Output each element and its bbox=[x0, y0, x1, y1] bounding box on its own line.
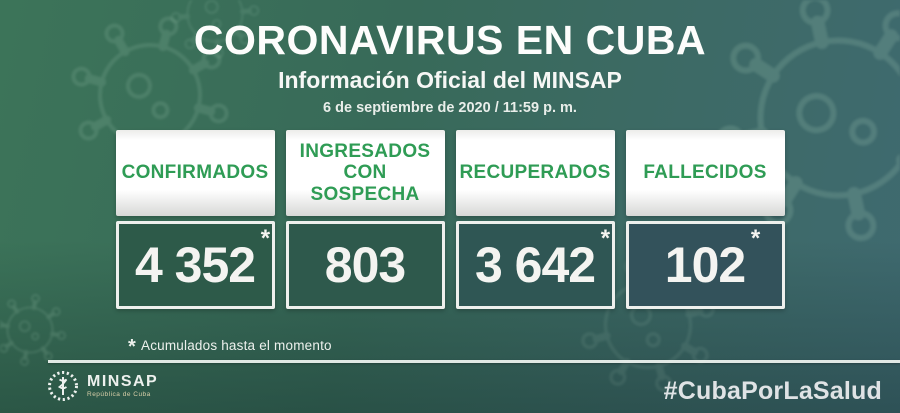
stat-value: 4 352 bbox=[134, 237, 256, 293]
stat-card-fallecidos: FALLECIDOS 102 * bbox=[625, 130, 785, 309]
stat-label: FALLECIDOS bbox=[625, 130, 785, 216]
stat-value: 102 bbox=[664, 237, 746, 293]
stats-row: CONFIRMADOS 4 352 * INGRESADOS CON SOSPE… bbox=[0, 130, 900, 309]
stat-card-confirmados: CONFIRMADOS 4 352 * bbox=[115, 130, 275, 309]
stat-value-panel: 4 352 * bbox=[115, 221, 275, 309]
date-line: 6 de septiembre de 2020 / 11:59 p. m. bbox=[323, 99, 577, 116]
footnote-asterisk: * bbox=[128, 336, 136, 358]
header-block: CORONAVIRUS EN CUBA Información Oficial … bbox=[0, 17, 900, 116]
footer-divider bbox=[48, 360, 900, 363]
stat-value-panel: 3 642 * bbox=[455, 221, 615, 309]
footnote-text: Acumulados hasta el momento bbox=[140, 338, 332, 353]
minsap-logo-text: MINSAP bbox=[87, 372, 159, 390]
hashtag-cubaporlasalud: #CubaPorLaSalud bbox=[663, 377, 882, 405]
stat-value: 3 642 bbox=[474, 237, 596, 293]
footnote: * Acumulados hasta el momento bbox=[128, 333, 332, 358]
asterisk-marker: * bbox=[600, 225, 611, 252]
stat-label: INGRESADOS CON SOSPECHA bbox=[285, 130, 445, 216]
stat-value-panel: 102 * bbox=[625, 221, 785, 309]
asterisk-marker: * bbox=[260, 225, 271, 252]
page-title: CORONAVIRUS EN CUBA bbox=[193, 17, 707, 63]
asterisk-marker: * bbox=[750, 225, 761, 252]
minsap-logo: MINSAP República de Cuba bbox=[46, 369, 158, 403]
subtitle: Información Oficial del MINSAP bbox=[278, 66, 622, 93]
stat-label: RECUPERADOS bbox=[455, 130, 615, 216]
stat-value: 803 bbox=[324, 237, 406, 293]
stat-card-recuperados: RECUPERADOS 3 642 * bbox=[455, 130, 615, 309]
stat-label: CONFIRMADOS bbox=[115, 130, 275, 216]
stat-value-panel: 803 bbox=[285, 221, 445, 309]
stat-card-ingresados: INGRESADOS CON SOSPECHA 803 bbox=[285, 130, 445, 309]
wreath-caduceus-icon bbox=[48, 371, 78, 401]
minsap-logo-subtext: República de Cuba bbox=[87, 391, 151, 399]
